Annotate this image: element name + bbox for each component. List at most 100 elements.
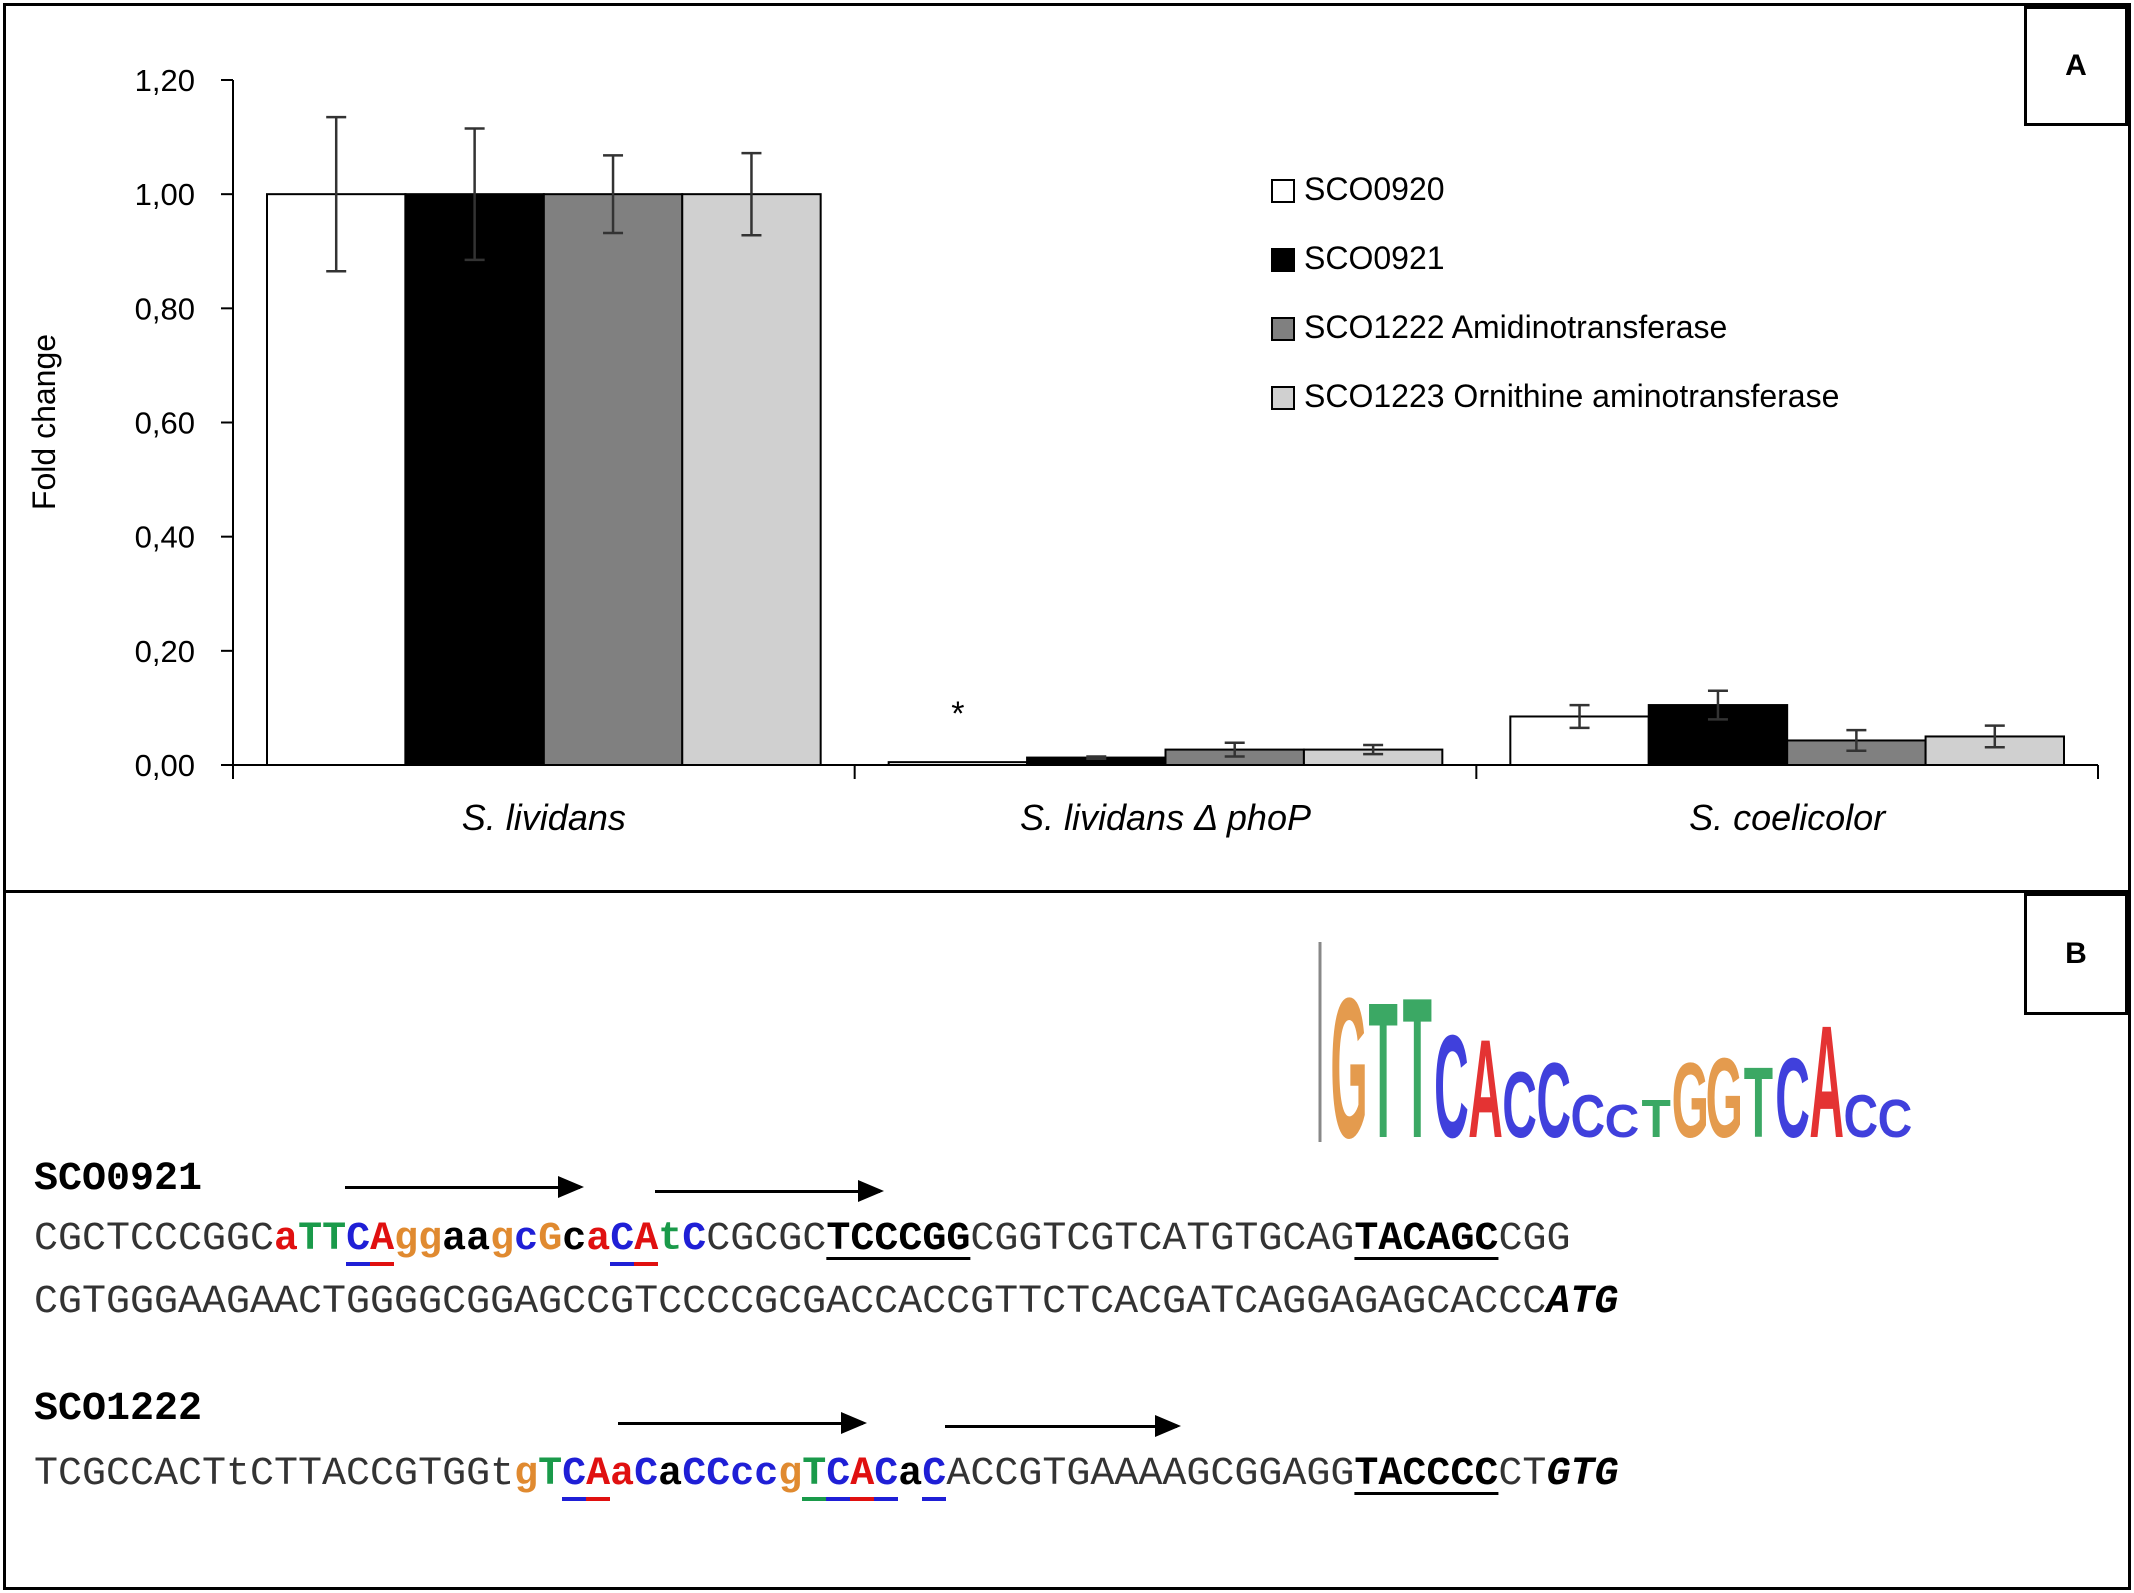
- nucleotide-run: c: [562, 1217, 587, 1262]
- logo-letter: T: [1369, 961, 1398, 1172]
- nucleotide-run: T: [322, 1217, 347, 1262]
- significance-asterisk: *: [951, 695, 964, 733]
- nucleotide-run: GTG: [1546, 1452, 1619, 1497]
- nucleotide-run: C: [346, 1217, 371, 1266]
- nucleotide-run: C: [682, 1217, 707, 1262]
- bar-3-0: [681, 193, 822, 766]
- logo-letter: A: [1809, 993, 1844, 1172]
- legend-entry: SCO0921: [1304, 240, 1445, 276]
- nucleotide-run: A: [634, 1217, 659, 1266]
- logo-letter: T: [1744, 1046, 1773, 1158]
- y-tick-label: 0,60: [135, 406, 195, 441]
- nucleotide-run: CT: [1498, 1452, 1547, 1497]
- y-axis-label: Fold change: [26, 334, 62, 510]
- y-tick-label: 1,00: [135, 177, 195, 212]
- y-tick-label: 0,20: [135, 634, 195, 669]
- nucleotide-run: C: [610, 1217, 635, 1266]
- nucleotide-run: ACCGTGAAAAGCGGAGG: [946, 1452, 1355, 1497]
- logo-letter: C: [1434, 1005, 1469, 1169]
- bar-0-1: [887, 761, 1029, 766]
- nucleotide-run: g: [490, 1217, 515, 1262]
- arrow-repeat-2: [655, 1180, 884, 1202]
- logo-letter: T: [1641, 1089, 1670, 1149]
- logo-letter: C: [1502, 1053, 1537, 1157]
- nucleotide-run: A: [586, 1452, 611, 1501]
- nucleotide-run: CGG: [1498, 1217, 1571, 1262]
- nucleotide-run: TCCCGG: [826, 1217, 971, 1262]
- logo-letter: C: [1605, 1096, 1640, 1148]
- legend-swatch: [1271, 386, 1295, 410]
- logo-letter: C: [1843, 1083, 1878, 1150]
- logo-letter: G: [1706, 1035, 1743, 1161]
- x-category-label: S. lividans Δ phoP: [1020, 797, 1311, 838]
- legend-entry: SCO1223 Ornithine aminotransferase: [1304, 378, 1839, 414]
- bar-0-2: [1509, 715, 1650, 767]
- panel-label-b: B: [2024, 893, 2128, 1015]
- nucleotide-run: C: [922, 1452, 947, 1501]
- nucleotide-run: T: [538, 1452, 563, 1497]
- nucleotide-run: A: [370, 1217, 395, 1266]
- arrow-repeat-3: [618, 1412, 867, 1434]
- legend-swatch: [1271, 317, 1295, 341]
- panel-label-a: A: [2024, 6, 2128, 126]
- y-tick-label: 1,20: [135, 63, 195, 98]
- bar-2-0: [542, 193, 684, 766]
- logo-letter: C: [1878, 1089, 1913, 1149]
- logo-letter: T: [1403, 955, 1432, 1172]
- nucleotide-run: g: [778, 1452, 803, 1497]
- y-tick-label: 0,40: [135, 520, 195, 555]
- nucleotide-run: A: [850, 1452, 875, 1501]
- logo-letter: A: [1468, 1011, 1503, 1168]
- nucleotide-run: g: [514, 1452, 539, 1497]
- nucleotide-run: aa: [442, 1217, 491, 1262]
- legend-swatch: [1271, 248, 1295, 272]
- nucleotide-run: T: [298, 1217, 323, 1262]
- nucleotide-run: TACAGC: [1354, 1217, 1499, 1262]
- fold-change-bar-chart: 0,00 0,20 0,40 0,60 0,80 1,00 1,20 Fold change S…: [26, 63, 2099, 838]
- sequence-sco0921-line-2: CGTGGGAAGAACTGGGGCGGAGCCGTCCCCGCGACCACCG…: [34, 1283, 1618, 1323]
- sequence-sco1222-line-1: TCGCCACTtCTTACCGTGGtgTCAaCaCCccgTCACaCAC…: [34, 1452, 1619, 1501]
- nucleotide-run: CGCTCCCGGC: [34, 1217, 275, 1262]
- logo-letter: G: [1330, 955, 1367, 1172]
- nucleotide-run: T: [802, 1452, 827, 1501]
- bar-0-0: [266, 193, 407, 766]
- nucleotide-run: CCcc: [682, 1452, 779, 1497]
- sequence-logo: G T T C A C C C C T GG T C A C C: [1318, 942, 1913, 1172]
- nucleotide-run: a: [610, 1452, 635, 1497]
- nucleotide-run: C: [562, 1452, 587, 1501]
- bar-1-0: [404, 193, 545, 766]
- nucleotide-run: a: [586, 1217, 611, 1262]
- nucleotide-run: C: [874, 1452, 899, 1501]
- nucleotide-run: gg: [394, 1217, 443, 1262]
- nucleotide-run: a: [898, 1452, 923, 1497]
- nucleotide-run: TCGCCACTtCTTACCGTGGt: [34, 1452, 515, 1497]
- nucleotide-run: TACCCC: [1354, 1452, 1499, 1497]
- logo-letter: C: [1536, 1040, 1571, 1160]
- nucleotide-run: CGGTCGTCATGTGCAG: [970, 1217, 1355, 1262]
- nucleotide-run: t: [658, 1217, 683, 1262]
- y-tick-label: 0,00: [135, 748, 195, 783]
- arrow-repeat-1: [345, 1176, 584, 1198]
- nucleotide-run: a: [274, 1217, 299, 1262]
- panel-b: B: [3, 890, 2131, 1590]
- nucleotide-run: C: [634, 1452, 659, 1497]
- legend-swatch: [1271, 179, 1295, 203]
- legend-entry: SCO1222 Amidinotransferase: [1304, 309, 1727, 345]
- logo-letter: C: [1571, 1083, 1606, 1150]
- nucleotide-run: C: [826, 1452, 851, 1501]
- logo-letter: G: [1672, 1040, 1709, 1160]
- nucleotide-run: CGCGC: [706, 1217, 827, 1262]
- nucleotide-run: ATG: [1546, 1280, 1619, 1325]
- sequence-sco0921-line-1: CGCTCCCGGCaTTCAggaagcGcaCAtCCGCGCTCCCGGC…: [34, 1217, 1571, 1266]
- x-category-label: S. lividans: [462, 797, 626, 838]
- logo-letter: C: [1775, 1035, 1810, 1161]
- sequence-name-sco0921: SCO0921: [34, 1157, 203, 1202]
- nucleotide-run: a: [658, 1452, 683, 1497]
- legend-entry: SCO0920: [1304, 171, 1445, 207]
- x-category-label: S. coelicolor: [1689, 797, 1887, 838]
- nucleotide-run: c: [514, 1217, 539, 1262]
- y-tick-label: 0,80: [135, 291, 195, 326]
- nucleotide-run: G: [538, 1217, 563, 1262]
- nucleotide-run: CGTGGGAAGAACTGGGGCGGAGCCGTCCCCGCGACCACCG…: [34, 1280, 1547, 1325]
- sequence-name-sco1222: SCO1222: [34, 1387, 203, 1432]
